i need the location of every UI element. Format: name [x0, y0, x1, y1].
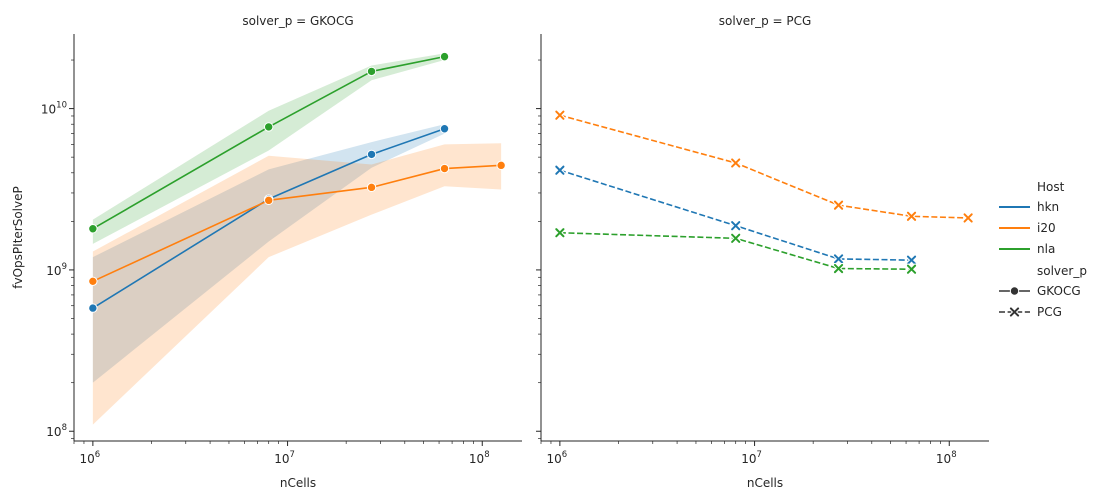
data-point-nla — [554, 227, 566, 239]
data-point-hkn — [905, 254, 918, 266]
panel-title: solver_p = PCG — [719, 14, 812, 28]
series-line-i20 — [559, 114, 969, 219]
data-point-i20-stroke — [963, 213, 973, 223]
x-tick-label: 108 — [469, 450, 490, 466]
data-point-i20-stroke — [833, 200, 844, 210]
data-point-hkn — [729, 219, 742, 232]
x-axis-label: nCells — [747, 476, 783, 490]
data-point-i20 — [554, 109, 566, 121]
data-point-i20 — [263, 195, 274, 206]
confidence-band-hkn — [92, 124, 445, 383]
data-point-hkn — [554, 164, 566, 176]
data-point-hkn-stroke — [731, 221, 741, 231]
data-point-hkn — [439, 124, 450, 134]
data-point-i20-stroke — [731, 158, 741, 168]
y-axis-label: fvOpsPIterSolveP — [11, 186, 25, 288]
data-point-hkn — [832, 253, 845, 265]
data-point-nla — [263, 122, 274, 132]
legend: Host hkn i20 nla solver_p GKOCG PCG — [999, 180, 1087, 319]
data-point-nla-stroke — [906, 264, 917, 274]
y-tick-label: 1010 — [41, 101, 67, 117]
series-line-hkn — [92, 127, 445, 309]
legend-marker-PCG-stroke — [1009, 307, 1020, 317]
confidence-band-i20 — [92, 143, 502, 425]
data-point-nla — [905, 263, 918, 275]
data-point-i20 — [729, 157, 742, 169]
data-point-nla-stroke — [833, 263, 844, 274]
data-point-hkn — [88, 303, 98, 313]
data-point-i20 — [496, 160, 506, 171]
data-point-nla-stroke — [731, 233, 741, 243]
data-point-nla-stroke — [555, 228, 565, 238]
x-tick-label: 107 — [741, 450, 762, 466]
data-point-i20-stroke — [555, 110, 565, 120]
panel-title: solver_p = GKOCG — [242, 14, 353, 28]
data-point-hkn-stroke — [833, 254, 844, 264]
data-point-nla — [439, 51, 450, 62]
data-point-nla — [832, 262, 845, 275]
x-tick-label: 106 — [80, 450, 101, 466]
y-tick-label: 109 — [46, 262, 67, 278]
panel-2: solver_p = PCG 106 107 108 nCells — [536, 14, 989, 490]
data-point-i20 — [439, 163, 450, 174]
x-tick-label: 107 — [274, 450, 295, 466]
data-point-i20-stroke — [906, 211, 917, 221]
data-point-nla — [729, 232, 742, 245]
legend-title-host: Host — [1037, 180, 1065, 194]
legend-label-PCG: PCG — [1037, 305, 1062, 319]
legend-marker-PCG — [1008, 306, 1021, 318]
legend-label-nla: nla — [1037, 242, 1055, 256]
series-line-nla — [92, 55, 445, 230]
legend-label-hkn: hkn — [1037, 200, 1059, 214]
x-axis-label: nCells — [280, 476, 316, 490]
legend-title-solver: solver_p — [1037, 264, 1087, 278]
legend-marker-GKOCG — [1009, 286, 1020, 296]
series-line-hkn — [559, 169, 912, 261]
data-point-hkn-stroke — [555, 165, 565, 175]
data-point-nla — [366, 66, 377, 77]
x-tick-label: 106 — [547, 450, 568, 466]
y-tick-label: 108 — [46, 423, 67, 439]
data-point-i20 — [962, 212, 974, 224]
series-line-nla — [559, 231, 912, 271]
data-point-i20 — [905, 210, 918, 222]
confidence-band-nla — [92, 53, 445, 244]
data-point-i20 — [88, 276, 98, 287]
data-point-i20 — [366, 182, 377, 193]
x-tick-label: 108 — [936, 450, 957, 466]
legend-label-i20: i20 — [1037, 221, 1056, 235]
panel-1: solver_p = GKOCG 106 107 108 108 109 1010 nCell… — [11, 14, 522, 490]
data-point-nla — [88, 224, 98, 234]
data-point-hkn — [366, 149, 377, 160]
data-point-hkn-stroke — [906, 255, 917, 265]
legend-label-GKOCG: GKOCG — [1037, 284, 1081, 298]
data-point-i20 — [832, 199, 845, 211]
